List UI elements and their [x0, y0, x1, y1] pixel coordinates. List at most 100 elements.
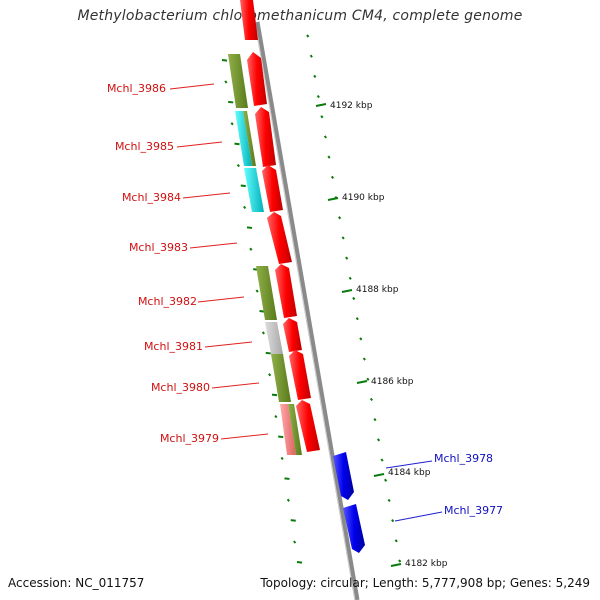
genome-backbone — [254, 21, 360, 600]
cog-bar-mchl-3985-olive[interactable] — [243, 111, 256, 166]
cog-bar-mchl-3985-cyan[interactable] — [235, 111, 252, 166]
forward-genes — [240, 0, 320, 452]
label-mchl-3981[interactable]: Mchl_3981 — [144, 340, 203, 353]
accession-text: Accession: NC_011757 — [8, 576, 145, 590]
inner-dot — [296, 561, 303, 564]
scale-label-4190: 4190 kbp — [342, 193, 385, 203]
inner-dot — [243, 205, 247, 210]
topology-text: Topology: circular; Length: 5,777,908 bp… — [260, 576, 590, 590]
gene-arrow-mchl-3985[interactable] — [255, 107, 276, 167]
inner-dot — [280, 456, 284, 461]
ruler-dot — [384, 478, 388, 482]
ruler-dot — [348, 276, 352, 280]
genome-backbone-highlight — [254, 21, 356, 600]
label-leaders-left — [169, 83, 269, 440]
gene-arrow-mchl-3981[interactable] — [283, 318, 302, 352]
gene-arrow-mchl-3977[interactable] — [343, 504, 365, 553]
ruler-dot — [373, 418, 377, 422]
inner-dot — [236, 163, 240, 168]
scale-labels: 4192 kbp 4190 kbp 4188 kbp 4186 kbp 4184… — [315, 101, 448, 569]
inner-dot — [228, 100, 234, 104]
cog-bar-mchl-3982[interactable] — [256, 266, 277, 320]
scale-label-4186: 4186 kbp — [371, 377, 414, 387]
inner-dot — [240, 184, 246, 188]
ruler-dot — [341, 236, 345, 240]
label-mchl-3983[interactable]: Mchl_3983 — [129, 241, 188, 254]
ruler-dot — [366, 377, 370, 381]
inner-dot — [246, 226, 253, 229]
inner-dot — [271, 393, 278, 397]
ruler-dot — [394, 539, 398, 543]
ruler-dot — [387, 498, 391, 503]
scale-label-4192: 4192 kbp — [330, 101, 373, 111]
ruler-dot — [352, 296, 356, 301]
gene-arrow-mchl-3979[interactable] — [296, 400, 320, 452]
label-mchl-3982[interactable]: Mchl_3982 — [138, 295, 197, 308]
inner-dot — [286, 498, 290, 502]
ruler-dot — [362, 357, 366, 361]
label-mchl-3985[interactable]: Mchl_3985 — [115, 140, 174, 153]
ruler-dot — [398, 559, 402, 563]
ruler-dot — [376, 438, 381, 442]
gene-labels-left: Mchl_3986 Mchl_3985 Mchl_3984 Mchl_3983 … — [107, 82, 219, 445]
inner-dot — [284, 477, 290, 480]
label-leaders-right — [385, 460, 443, 522]
gene-arrow-mchl-3983[interactable] — [267, 212, 292, 264]
scale-label-4182: 4182 kbp — [405, 559, 448, 569]
inner-dot — [261, 331, 265, 335]
gene-arrow-mchl-3980[interactable] — [289, 350, 311, 400]
reverse-genes — [333, 452, 365, 553]
cog-bar-mchl-3979-pink[interactable] — [280, 404, 296, 455]
ruler-dot — [327, 155, 331, 159]
ruler-dot — [380, 458, 384, 462]
gene-arrow-mchl-3982[interactable] — [275, 264, 297, 318]
inner-dot — [293, 540, 297, 544]
ruler-dot — [320, 115, 324, 119]
ruler-dot — [369, 397, 373, 402]
cog-bar-mchl-3984[interactable] — [244, 168, 264, 212]
ruler-dot — [309, 54, 313, 58]
gene-arrow-mchl-3984[interactable] — [262, 165, 283, 212]
inner-dot — [221, 59, 228, 62]
inner-dot — [290, 519, 296, 522]
ruler-dot — [323, 135, 327, 139]
inner-dot — [255, 289, 259, 293]
ruler-dot — [330, 175, 335, 179]
ruler-dot — [316, 94, 320, 99]
cog-bar-mchl-3981[interactable] — [265, 322, 283, 354]
cog-bar-mchl-3980[interactable] — [271, 354, 291, 402]
scale-ruler — [306, 34, 402, 563]
gene-arrow-mchl-3978[interactable] — [333, 452, 354, 500]
inner-dot — [230, 122, 234, 126]
label-mchl-3977[interactable]: Mchl_3977 — [444, 504, 503, 517]
label-mchl-3986[interactable]: Mchl_3986 — [107, 82, 166, 95]
ruler-dot — [306, 34, 310, 38]
scale-label-4184: 4184 kbp — [388, 468, 431, 478]
scale-label-4188: 4188 kbp — [356, 285, 399, 295]
label-mchl-3979[interactable]: Mchl_3979 — [160, 432, 219, 445]
ruler-dot — [345, 256, 349, 260]
inner-dot — [249, 247, 253, 251]
gene-arrow-top-partial[interactable] — [240, 0, 258, 40]
inner-dot — [234, 142, 240, 146]
inner-dot — [278, 435, 284, 439]
cog-bar-mchl-3979-olive[interactable] — [288, 404, 302, 455]
inner-dot — [265, 351, 271, 355]
cog-bar-mchl-3986[interactable] — [228, 54, 248, 108]
inner-dot — [224, 80, 228, 84]
inner-dot — [274, 414, 278, 419]
ruler-dot — [313, 74, 317, 78]
ruler-dot — [355, 317, 359, 321]
gene-labels-right: Mchl_3978 Mchl_3977 — [434, 452, 503, 517]
ruler-dot — [391, 519, 395, 523]
inner-dot — [268, 373, 272, 377]
label-mchl-3984[interactable]: Mchl_3984 — [122, 191, 181, 204]
ruler-dot — [338, 216, 342, 220]
gene-arrow-mchl-3986[interactable] — [247, 52, 267, 106]
ruler-dot — [359, 337, 363, 341]
label-mchl-3978[interactable]: Mchl_3978 — [434, 452, 493, 465]
map-title: Methylobacterium chloromethanicum CM4, c… — [77, 8, 523, 24]
label-mchl-3980[interactable]: Mchl_3980 — [151, 381, 210, 394]
cog-bars — [228, 54, 302, 455]
